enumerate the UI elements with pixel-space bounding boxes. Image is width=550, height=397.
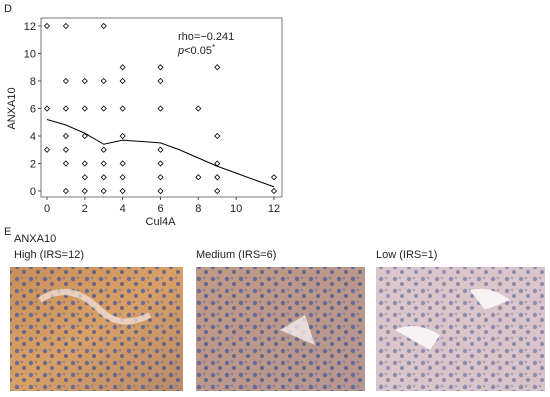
point: [270, 187, 278, 195]
point: [214, 187, 221, 195]
y-tick-label: 4: [30, 131, 36, 143]
y-axis-label: ANXA10: [6, 87, 18, 129]
image-caption: Medium (IRS=6): [196, 249, 276, 261]
point: [195, 105, 202, 112]
point: [81, 105, 88, 112]
point: [62, 160, 69, 167]
micrograph: [196, 267, 365, 391]
point: [119, 132, 126, 140]
y-tick-label: 8: [30, 76, 36, 88]
image-caption: Low (IRS=1): [376, 249, 437, 261]
point: [62, 132, 69, 140]
annotation: rho=−0.241: [178, 31, 234, 43]
point: [157, 187, 164, 195]
point: [270, 174, 278, 181]
point: [214, 132, 221, 140]
point: [62, 22, 69, 30]
trend-line: [46, 119, 275, 188]
point: [214, 64, 221, 71]
point: [195, 174, 202, 181]
point: [100, 77, 107, 85]
y-tick-label: 12: [24, 21, 36, 33]
point: [100, 22, 107, 30]
x-tick-label: 8: [195, 203, 201, 215]
point: [119, 77, 126, 85]
point: [81, 132, 88, 140]
point: [157, 105, 164, 112]
x-tick-label: 0: [44, 203, 50, 215]
point: [43, 146, 51, 153]
micrograph: [376, 267, 545, 391]
point: [157, 146, 164, 153]
x-tick-label: 2: [82, 203, 88, 215]
x-tick-label: 6: [157, 203, 163, 215]
y-tick-label: 10: [24, 49, 36, 61]
point: [119, 174, 126, 181]
x-tick-label: 12: [268, 203, 280, 215]
point: [214, 174, 221, 181]
point: [62, 77, 69, 85]
point: [119, 187, 126, 195]
y-tick-label: 2: [30, 159, 36, 171]
panel-label: E: [4, 226, 11, 238]
point: [157, 160, 164, 167]
point: [62, 146, 69, 153]
point: [81, 160, 88, 167]
annotation: p<0.05*: [177, 43, 215, 57]
panel-label: D: [4, 3, 12, 15]
point: [100, 160, 107, 167]
micrograph: [10, 267, 183, 391]
x-tick-label: 4: [120, 203, 126, 215]
point: [100, 146, 107, 153]
y-tick-label: 6: [30, 104, 36, 116]
point: [157, 64, 164, 71]
point: [157, 174, 164, 181]
x-axis-label: Cul4A: [146, 216, 177, 228]
point: [157, 77, 164, 85]
plot-frame: [40, 17, 283, 198]
marker-label: ANXA10: [14, 233, 56, 245]
point: [81, 77, 88, 85]
annotation-part: p: [177, 45, 184, 57]
point: [119, 105, 126, 112]
x-tick-label: 10: [230, 203, 242, 215]
annotation-part: <0.05: [184, 45, 212, 57]
point: [62, 105, 69, 112]
annotation-part: *: [212, 43, 215, 52]
point: [43, 22, 51, 30]
image-caption: High (IRS=12): [14, 249, 84, 261]
point: [100, 105, 107, 112]
point: [119, 160, 126, 167]
point: [100, 187, 107, 195]
y-tick-label: 0: [30, 186, 36, 198]
point: [62, 187, 69, 195]
point: [81, 187, 88, 195]
point: [81, 174, 88, 181]
point: [119, 64, 126, 71]
point: [43, 105, 51, 112]
point: [100, 174, 107, 181]
